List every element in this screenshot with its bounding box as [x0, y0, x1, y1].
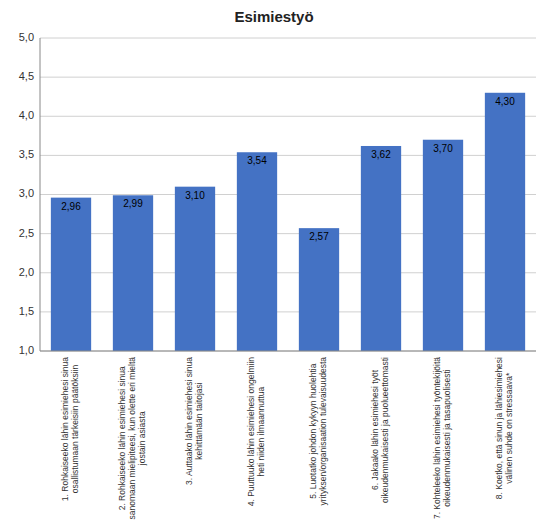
data-label: 2,57	[309, 231, 329, 242]
x-tick-label: 5. Luotatko johdon kykyyn huolehtiayrity…	[308, 357, 328, 506]
data-label: 2,96	[61, 201, 81, 212]
y-tick-label: 5,0	[19, 31, 34, 43]
y-tick-label: 1,0	[19, 344, 34, 356]
bars	[51, 93, 525, 351]
data-label: 3,54	[247, 155, 267, 166]
bar	[361, 146, 401, 351]
bar	[113, 195, 153, 351]
y-tick-label: 4,5	[19, 70, 34, 82]
bar	[175, 187, 215, 351]
data-label: 3,10	[185, 190, 205, 201]
grid-line	[40, 351, 536, 352]
title: Esimiestyö	[234, 8, 313, 25]
bar	[485, 93, 525, 351]
x-tick-label: 1. Rohkaiseeko lähin esimiehesi sinuaosa…	[60, 357, 80, 501]
y-tick-label: 2,5	[19, 227, 34, 239]
x-tick-label: 4. Puuttuuko lähin esimiehesi ongelmiinh…	[246, 357, 266, 507]
y-tick-label: 2,0	[19, 266, 34, 278]
bar	[51, 198, 91, 351]
bar	[299, 228, 339, 351]
axes	[40, 38, 536, 351]
y-axis-line	[40, 38, 41, 351]
y-tick-label: 1,5	[19, 305, 34, 317]
x-axis-line	[40, 351, 536, 352]
x-tick-labels: 1. Rohkaiseeko lähin esimiehesi sinuaosa…	[60, 357, 514, 520]
y-tick-label: 3,0	[19, 187, 34, 199]
data-label: 2,99	[123, 198, 143, 209]
bar	[423, 140, 463, 351]
chart: Esimiestyö 1,0 1,5 2,0 2,5 3,0 3,5 4,0 4,5 5,0 1. …	[0, 0, 548, 526]
y-tick-label: 4,0	[19, 109, 34, 121]
x-tick-label: 6. Jakaako lähin esimiehesi työtoikeuden…	[370, 357, 390, 503]
y-tick-label: 3,5	[19, 148, 34, 160]
bar	[237, 152, 277, 351]
data-label: 3,70	[433, 143, 453, 154]
grid-line	[40, 116, 536, 117]
grid-line	[40, 38, 536, 39]
x-tick-label: 2. Rohkaiseeko lähin esimiehesi sinuasan…	[117, 357, 147, 520]
data-labels: 2,96 2,99 3,10 3,54 2,57 3,62 3,70 4,30	[61, 96, 515, 242]
x-tick-label: 3. Auttaako lähin esimiehesi sinuakehitt…	[184, 357, 204, 485]
data-label: 4,30	[495, 96, 515, 107]
x-tick-label: 8. Koetko, että sinun ja lähiesimiehesiv…	[494, 357, 514, 499]
data-label: 3,62	[371, 149, 391, 160]
grid-line	[40, 77, 536, 78]
grid: 1,0 1,5 2,0 2,5 3,0 3,5 4,0 4,5 5,0	[19, 31, 536, 356]
x-tick-label: 7. Kohteleeko lähin esimiehesi työntekij…	[432, 357, 452, 519]
